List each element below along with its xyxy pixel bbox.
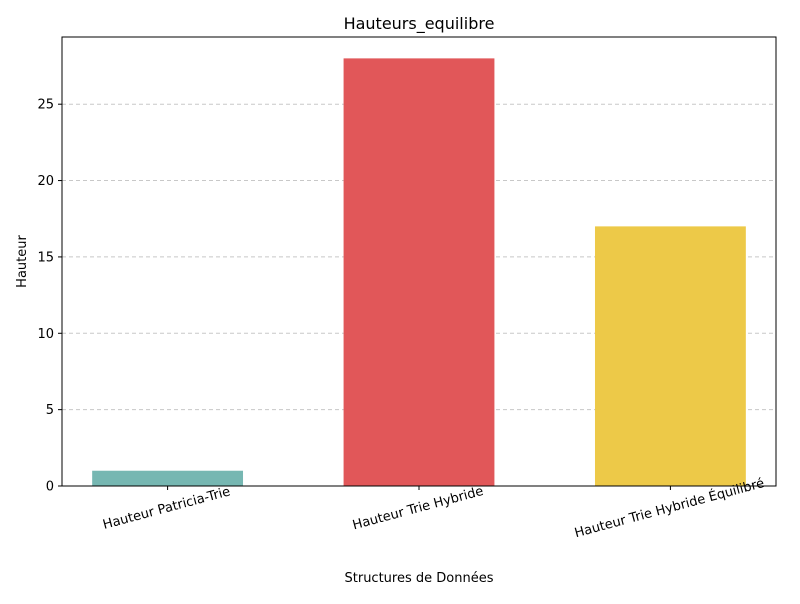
y-axis-label: Hauteur [15,235,30,288]
y-tick-label: 0 [46,480,54,495]
y-tick-label: 10 [37,327,54,342]
bar [594,226,746,486]
bars [92,58,746,486]
bar [92,470,244,486]
bar [343,58,495,486]
y-tick-label: 5 [46,403,54,418]
y-tick-label: 15 [37,250,54,265]
chart-title: Hauteurs_equilibre [344,14,495,34]
x-axis-label: Structures de Données [345,571,494,586]
y-tick-label: 20 [37,174,54,189]
y-tick-label: 25 [37,98,54,113]
